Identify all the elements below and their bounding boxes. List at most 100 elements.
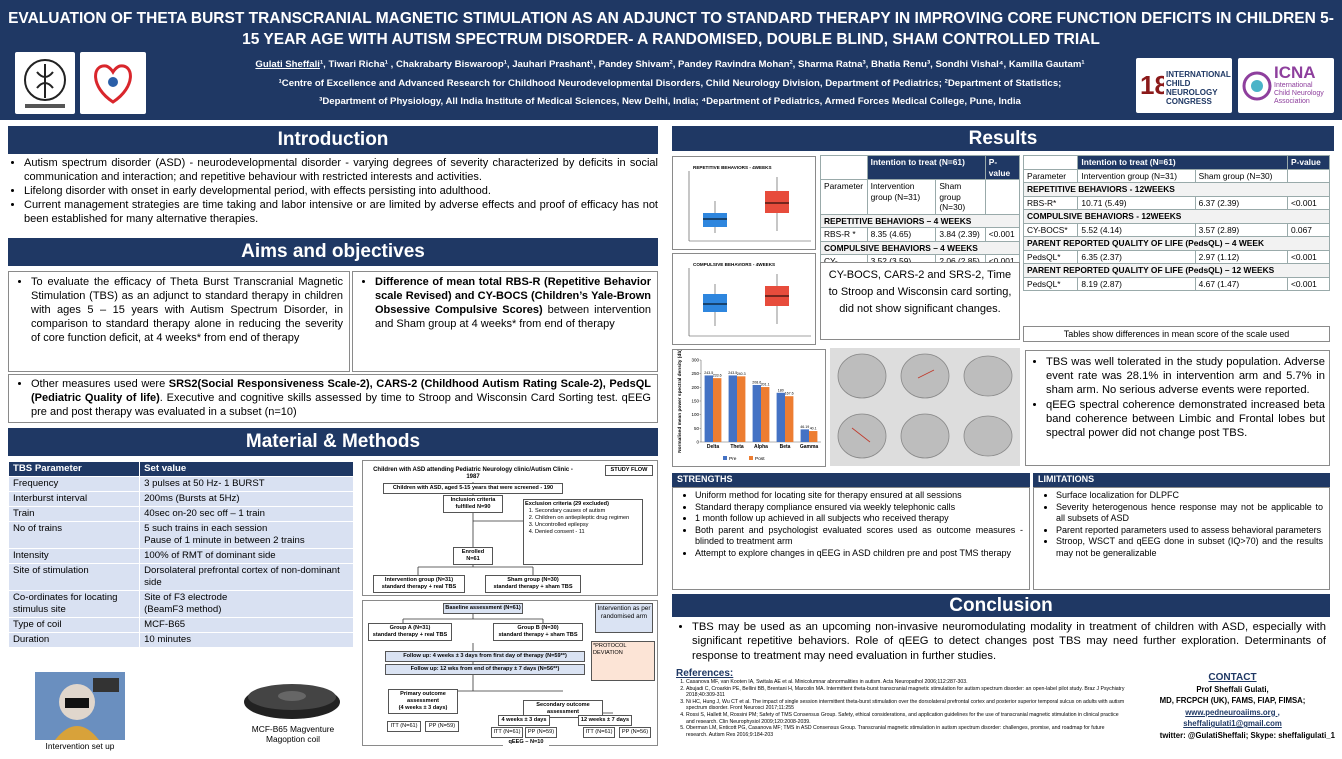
bullet: Attempt to explore changes in qEEG in AS… (695, 548, 1023, 560)
table-cell: Type of coil (7, 617, 141, 633)
table-cell: Sham group (N=30) (1194, 168, 1288, 183)
legend-swatch (723, 456, 727, 460)
table-cell: Intention to treat (N=61) (1077, 155, 1288, 170)
results-table: Intention to treat (N=61) P-value Paramete… (1022, 155, 1331, 291)
aims-box: Other measures used were SRS2(Social Res… (8, 374, 658, 423)
flow-box: Enrolled N=61 (453, 547, 493, 565)
data-label: 180 (778, 388, 784, 392)
aim: Difference of mean total RBS-R (Repetiti… (375, 275, 651, 331)
table-cell: 10 minutes (139, 632, 354, 648)
table-cell: Parameter (1022, 168, 1079, 183)
bullet: qEEG spectral coherence demonstrated inc… (1046, 398, 1325, 441)
table-row: COMPULSIVE BEHAVIORS - 12WEEKS (1023, 209, 1330, 224)
x-tick-label: Gamma (800, 444, 819, 450)
flow-box: ITT (N=61) (491, 727, 523, 738)
boxplot: REPETITIVE BEHAVIORS - 4WEEKS (672, 156, 816, 250)
table-cell: 6.35 (2.37) (1077, 249, 1196, 264)
table-section: PARENT REPORTED QUALITY OF LIFE (PedsQL)… (1023, 236, 1330, 251)
bullet-list: Uniform method for locating site for the… (679, 490, 1023, 559)
table-row: Intensity 100% of RMT of dominant side (7, 548, 354, 564)
table-cell: Intention to treat (N=61) (866, 155, 986, 180)
study-flow: Children with ASD attending Pediatric Ne… (362, 460, 658, 596)
table-cell: Frequency (7, 476, 141, 492)
bullet: TBS was well tolerated in the study popu… (1046, 355, 1325, 398)
boxplot-art (688, 268, 811, 337)
data-label: 167.6 (785, 392, 794, 396)
table-cell: 200ms (Bursts at 5Hz) (139, 491, 354, 507)
data-label: 208.6 (752, 380, 761, 384)
emblem (94, 64, 132, 104)
table-cell: Interburst interval (7, 491, 141, 507)
references-heading: References: (676, 668, 734, 679)
table-row: PedsQL* 6.35 (2.37) 2.97 (1.12) <0.001 (1022, 249, 1331, 264)
bullet-list: Surface localization for DLPFCSeverity h… (1040, 490, 1323, 559)
table-cell: 3.57 (2.89) (1194, 222, 1288, 237)
table-cell: 3 pulses at 50 Hz- 1 BURST (139, 476, 354, 492)
section-heading: Results (672, 126, 1334, 151)
bar (800, 429, 809, 442)
flow-box: PP (N=59) (525, 727, 557, 738)
y-tick-label: 250 (691, 371, 699, 376)
logo (15, 52, 75, 114)
aim-text: . Executive and cognitive skills assesse… (31, 392, 651, 418)
flow-box: Intervention group (N=31) standard thera… (373, 575, 465, 593)
table-cell: 8.19 (2.87) (1077, 276, 1196, 291)
strengths-box: Uniform method for locating site for the… (672, 487, 1030, 590)
table-row: No of trains 5 such trains in each sessio… (7, 521, 354, 549)
table-cell: PedsQL* (1022, 276, 1079, 291)
bullet-list: TBS was well tolerated in the study popu… (1030, 355, 1325, 440)
flow-note: *PROTOCOL DEVIATION (591, 641, 655, 681)
exclusion-item: Denied consent - 11 (535, 529, 641, 536)
flow-box: PP (N=59) (425, 721, 459, 732)
table-cell: 40sec on-20 sec off – 1 train (139, 506, 354, 522)
flow-box: ITT (N=61) (583, 727, 615, 738)
logo-text: ICNA (1274, 63, 1316, 82)
flow-box: Intervention as per randomised arm (595, 603, 653, 633)
aim-bold: SRS2(Social Responsiveness Scale-2), CAR… (31, 378, 651, 404)
contact: CONTACT Prof Sheffali Gulati, MD, FRCPCH… (1130, 672, 1335, 741)
table-cell: Site of stimulation (7, 563, 141, 591)
flow-box: Group A (N=31) standard therapy + real T… (368, 623, 452, 641)
table-row: TBS Parameter Set value (7, 461, 354, 477)
logo-text: INTERNATIONAL CHILD NEUROLOGY CONGRESS (1166, 70, 1231, 106)
table-row: Site of stimulation Dorsolateral prefront… (7, 563, 354, 591)
bullet: Stroop, WSCT and qEEG done in subset (IQ… (1056, 536, 1323, 559)
table-section: REPETITIVE BEHAVIORS - 12WEEKS (1023, 182, 1330, 197)
flow-text: Exclusion criteria (29 excluded) (525, 501, 609, 507)
icna-logo: ICNA International Child Neurology Assoc… (1238, 58, 1334, 113)
table-cell: Sham group (N=30) (935, 179, 986, 215)
bar (809, 431, 818, 442)
logo-text: International Child Neurology Associatio… (1274, 82, 1324, 105)
brain-images (830, 348, 1020, 466)
reference: Oberman LM, Enticott PG, Casanova MF; TM… (686, 725, 1126, 738)
flow-box: ITT (N=61) (387, 721, 421, 732)
table-cell: 4.67 (1.47) (1194, 276, 1288, 291)
intro-box: Autism spectrum disorder (ASD) - neurode… (8, 156, 658, 236)
congress-logo: 18 INTERNATIONAL CHILD NEUROLOGY CONGRES… (1136, 58, 1232, 113)
data-label: 233.6 (713, 374, 722, 378)
coil-image (244, 684, 340, 719)
photo-art (35, 672, 125, 740)
section-heading: Introduction (8, 126, 658, 154)
references: References: Casanova MF, van Kooten IA, … (676, 668, 1126, 754)
table-section: PARENT REPORTED QUALITY OF LIFE (PedsQL)… (1023, 263, 1330, 278)
table-cell: TBS Parameter (7, 461, 141, 477)
limitations-box: Surface localization for DLPFCSeverity h… (1033, 487, 1330, 590)
flow-box: Baseline assessment (N=61) (443, 603, 523, 614)
bar (785, 396, 794, 442)
table-cell: P-value (1286, 155, 1331, 170)
results-table: Intention to treat (N=61) P-value Paramete… (820, 155, 1021, 279)
legend-label: Post (755, 456, 765, 462)
table-row: REPETITIVE BEHAVIORS - 12WEEKS (1023, 182, 1330, 197)
table-cell (1022, 155, 1079, 170)
table-row: PARENT REPORTED QUALITY OF LIFE (PedsQL)… (1023, 263, 1330, 278)
flow-box: Follow up: 4 weeks ± 3 days from first d… (385, 651, 585, 662)
bullet: Both parent and psychologist evaluated s… (695, 525, 1023, 548)
sub-heading: STRENGTHS (672, 473, 1030, 487)
data-label: 243.5 (704, 371, 713, 375)
bar (761, 387, 770, 442)
table-cell: Site of F3 electrode (BeamF3 method) (139, 590, 354, 618)
flow-box: 12 weeks ± 7 days (578, 715, 632, 726)
lead-author: Gulati Sheffali (255, 59, 320, 70)
emblem (24, 59, 66, 108)
